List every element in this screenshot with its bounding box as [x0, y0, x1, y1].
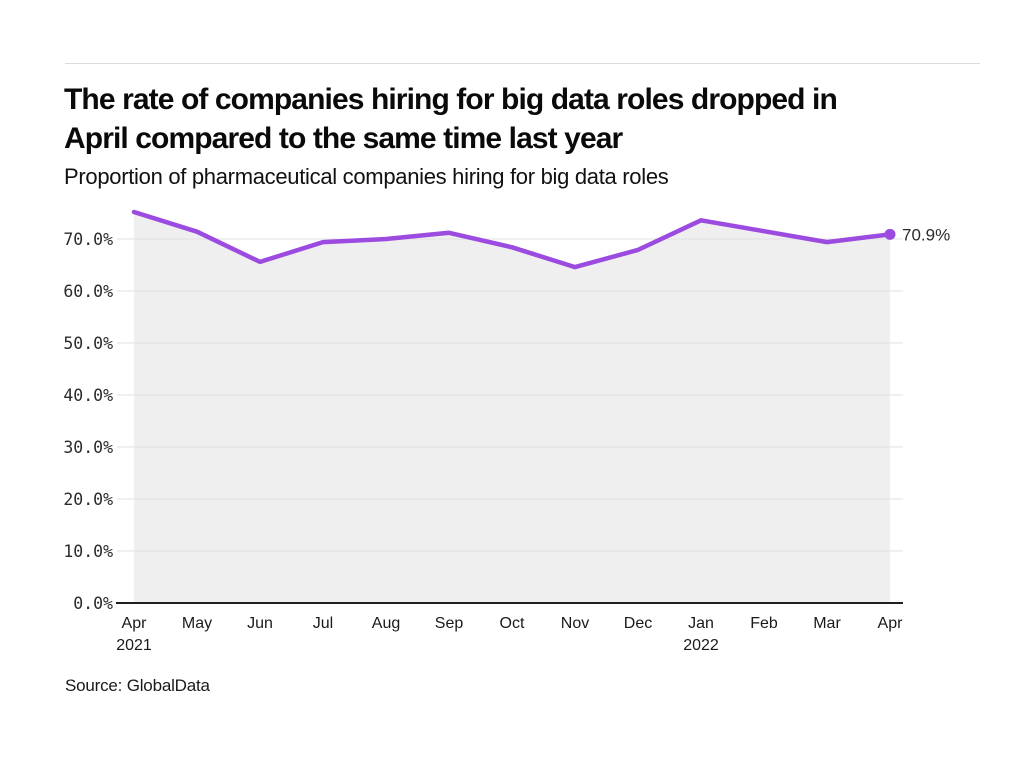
- y-tick-label-30pct: 30.0%: [63, 438, 113, 457]
- x-tick-label-0: Apr: [122, 615, 148, 632]
- y-tick-label-20pct: 20.0%: [63, 490, 113, 509]
- y-tick-label-70pct: 70.0%: [63, 230, 113, 249]
- x-tick-label-11: Mar: [813, 615, 841, 632]
- x-tick-label-2: Jun: [247, 615, 273, 632]
- y-tick-label-60pct: 60.0%: [63, 282, 113, 301]
- x-tick-label-7: Nov: [561, 615, 589, 632]
- y-tick-label-0pct: 0.0%: [73, 594, 113, 613]
- x-tick-label-12: Apr: [878, 615, 904, 632]
- chart-subtitle: Proportion of pharmaceutical companies h…: [64, 164, 669, 189]
- y-tick-label-10pct: 10.0%: [63, 542, 113, 561]
- source-credit: Source: GlobalData: [65, 676, 210, 695]
- chart-title-line1: The rate of companies hiring for big dat…: [64, 83, 838, 116]
- x-tick-label-3: Jul: [313, 615, 333, 632]
- top-divider: [65, 63, 980, 64]
- end-point-marker: [884, 228, 896, 240]
- series-line: [131, 209, 893, 270]
- x-tick-label-9: Jan: [688, 615, 714, 632]
- x-tick-label-1: May: [182, 615, 212, 632]
- chart-title-line2: April compared to the same time last yea…: [64, 122, 623, 155]
- x-tick-label-6: Oct: [500, 615, 525, 632]
- x-tick-label-5: Sep: [435, 615, 464, 632]
- chart-title: The rate of companies hiring for big dat…: [64, 80, 984, 158]
- y-tick-label-50pct: 50.0%: [63, 334, 113, 353]
- x-tick-label-8: Dec: [624, 615, 652, 632]
- x-tick-label-4: Aug: [372, 615, 400, 632]
- end-point-value-label: 70.9%: [902, 225, 950, 244]
- y-tick-label-40pct: 40.0%: [63, 386, 113, 405]
- x-tick-label-10: Feb: [750, 615, 778, 632]
- x-year-label-2021: 2021: [116, 637, 152, 654]
- x-year-label-2022: 2022: [683, 637, 719, 654]
- series-area-fill: [134, 212, 890, 603]
